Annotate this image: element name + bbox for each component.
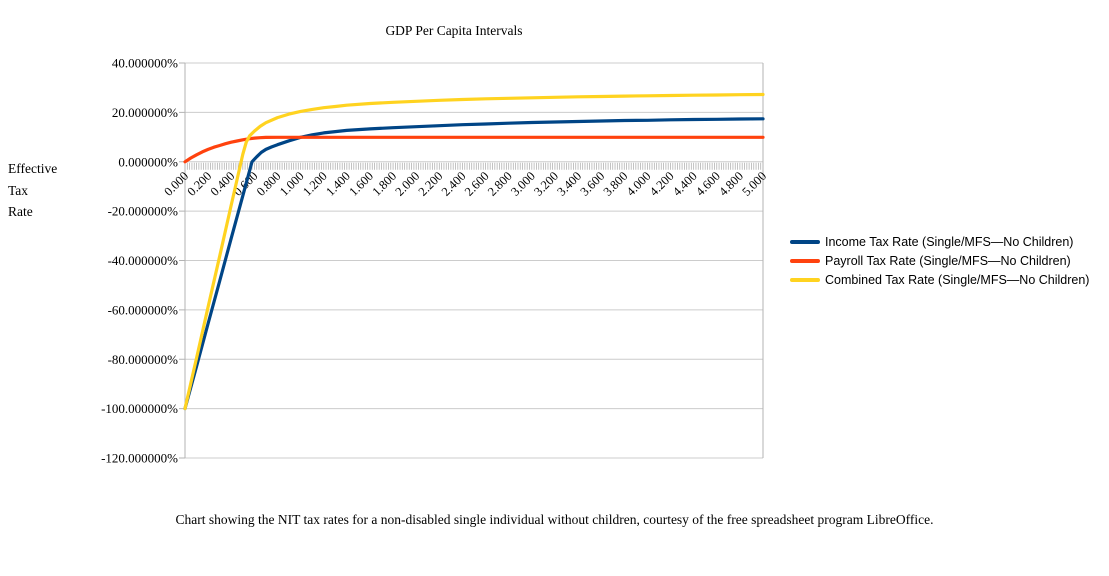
x-tick-label: 0.000 bbox=[161, 169, 191, 199]
y-tick-label: -20.000000% bbox=[108, 204, 179, 219]
y-tick-label: -60.000000% bbox=[108, 302, 179, 317]
x-tick-label: 2.600 bbox=[462, 169, 492, 199]
y-axis-title: Effective Tax Rate bbox=[8, 161, 58, 219]
legend: Income Tax Rate (Single/MFS—No Children)… bbox=[790, 232, 1089, 289]
x-tick-label: 4.200 bbox=[647, 169, 677, 199]
x-tick-label: 0.200 bbox=[184, 169, 214, 199]
income-line-swatch bbox=[790, 239, 820, 244]
x-tick-label: 4.800 bbox=[716, 169, 746, 199]
series-line-2 bbox=[183, 92, 765, 411]
y-tick-label: -120.000000% bbox=[101, 451, 178, 466]
y-tick-label: 20.000000% bbox=[112, 105, 178, 120]
legend-item-payroll: Payroll Tax Rate (Single/MFS—No Children… bbox=[790, 251, 1089, 270]
legend-label-income: Income Tax Rate (Single/MFS—No Children) bbox=[825, 234, 1074, 249]
y-tick-label: -100.000000% bbox=[101, 401, 178, 416]
legend-label-combined: Combined Tax Rate (Single/MFS—No Childre… bbox=[825, 272, 1090, 287]
x-tick-label: 4.400 bbox=[670, 169, 700, 199]
x-tick-label: 1.800 bbox=[369, 169, 399, 199]
series-line-1 bbox=[183, 135, 765, 164]
x-tick-label: 1.600 bbox=[346, 169, 376, 199]
x-tick-label: 2.400 bbox=[439, 169, 469, 199]
y-tick-label: 0.000000% bbox=[118, 154, 178, 169]
x-tick-label: 1.400 bbox=[323, 169, 353, 199]
x-tick-label: 1.200 bbox=[300, 169, 330, 199]
x-tick-label: 0.800 bbox=[254, 169, 284, 199]
y-tick-label: -40.000000% bbox=[108, 253, 179, 268]
x-tick-label: 3.000 bbox=[508, 169, 538, 199]
x-tick-label: 3.200 bbox=[531, 169, 561, 199]
x-tick-label: 2.000 bbox=[393, 169, 423, 199]
legend-label-payroll: Payroll Tax Rate (Single/MFS—No Children… bbox=[825, 253, 1071, 268]
x-tick-label: 3.800 bbox=[601, 169, 631, 199]
chart-caption: Chart showing the NIT tax rates for a no… bbox=[175, 512, 934, 527]
legend-item-income: Income Tax Rate (Single/MFS—No Children) bbox=[790, 232, 1089, 251]
x-tick-label: 3.600 bbox=[577, 169, 607, 199]
legend-item-combined: Combined Tax Rate (Single/MFS—No Childre… bbox=[790, 270, 1089, 289]
chart-title: GDP Per Capita Intervals bbox=[385, 23, 523, 38]
x-tick-label: 5.000 bbox=[739, 169, 769, 199]
x-tick-label: 1.000 bbox=[277, 169, 307, 199]
series-line-0 bbox=[183, 117, 765, 411]
payroll-line-swatch bbox=[790, 258, 820, 263]
x-tick-label: 2.200 bbox=[416, 169, 446, 199]
x-tick-label: 4.000 bbox=[624, 169, 654, 199]
combined-line-swatch bbox=[790, 277, 820, 282]
y-tick-label: -80.000000% bbox=[108, 352, 179, 367]
x-tick-label: 3.400 bbox=[554, 169, 584, 199]
y-tick-label: 40.000000% bbox=[112, 56, 178, 71]
x-tick-label: 2.800 bbox=[485, 169, 515, 199]
x-tick-label: 4.600 bbox=[693, 169, 723, 199]
